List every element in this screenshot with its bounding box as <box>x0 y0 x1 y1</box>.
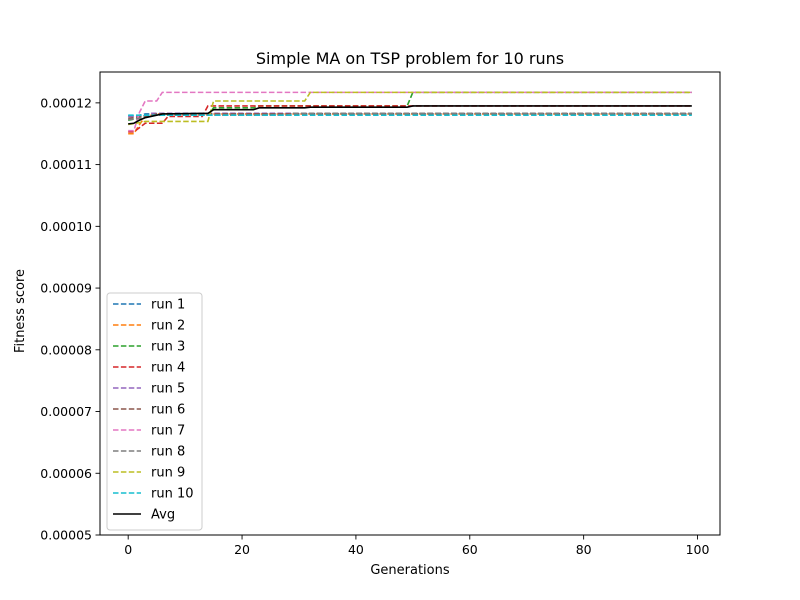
chart-title: Simple MA on TSP problem for 10 runs <box>256 49 564 68</box>
series-line-11 <box>128 105 692 125</box>
legend-label: run 3 <box>151 340 185 355</box>
x-tick-label: 0 <box>124 542 132 557</box>
x-tick-label: 60 <box>462 542 478 557</box>
series-line-7 <box>128 91 692 132</box>
x-axis-label: Generations <box>370 563 450 578</box>
legend-label: run 6 <box>151 403 185 418</box>
x-tick-label: 80 <box>576 542 592 557</box>
x-tick-label: 40 <box>348 542 364 557</box>
x-tick-label: 100 <box>686 542 710 557</box>
legend-label: run 2 <box>151 319 185 334</box>
legend-label: run 4 <box>151 361 185 376</box>
legend-label: run 9 <box>151 466 185 481</box>
plot-area <box>99 71 721 536</box>
legend-label: run 7 <box>151 424 185 439</box>
y-tick-label: 0.00010 <box>40 219 92 234</box>
y-tick-label: 0.00008 <box>40 342 92 357</box>
y-tick-label: 0.00012 <box>40 95 92 110</box>
series-line-4 <box>128 105 692 133</box>
legend-label: run 1 <box>151 298 185 313</box>
series-lines <box>128 91 692 135</box>
series-line-2 <box>128 113 692 135</box>
y-tick-label: 0.00006 <box>40 466 92 481</box>
legend-label: run 10 <box>151 487 194 502</box>
axes: 0 20 40 60 80 100 0.00005 0.00006 0.00007 0.00008… <box>40 95 709 557</box>
y-tick-label: 0.00007 <box>40 404 92 419</box>
y-tick-label: 0.00009 <box>40 281 92 296</box>
legend-label: run 8 <box>151 445 185 460</box>
y-tick-label: 0.00011 <box>40 157 92 172</box>
legend: run 1 run 2 run 3 run 4 run 5 run 6 run 7 run 8… <box>106 292 203 531</box>
y-axis-label: Fitness score <box>13 269 28 353</box>
x-tick-label: 20 <box>234 542 250 557</box>
legend-label: run 5 <box>151 382 185 397</box>
plot-frame <box>99 71 721 536</box>
legend-label: Avg <box>151 508 175 523</box>
y-tick-label: 0.00005 <box>40 528 92 543</box>
legend-box <box>106 292 203 531</box>
